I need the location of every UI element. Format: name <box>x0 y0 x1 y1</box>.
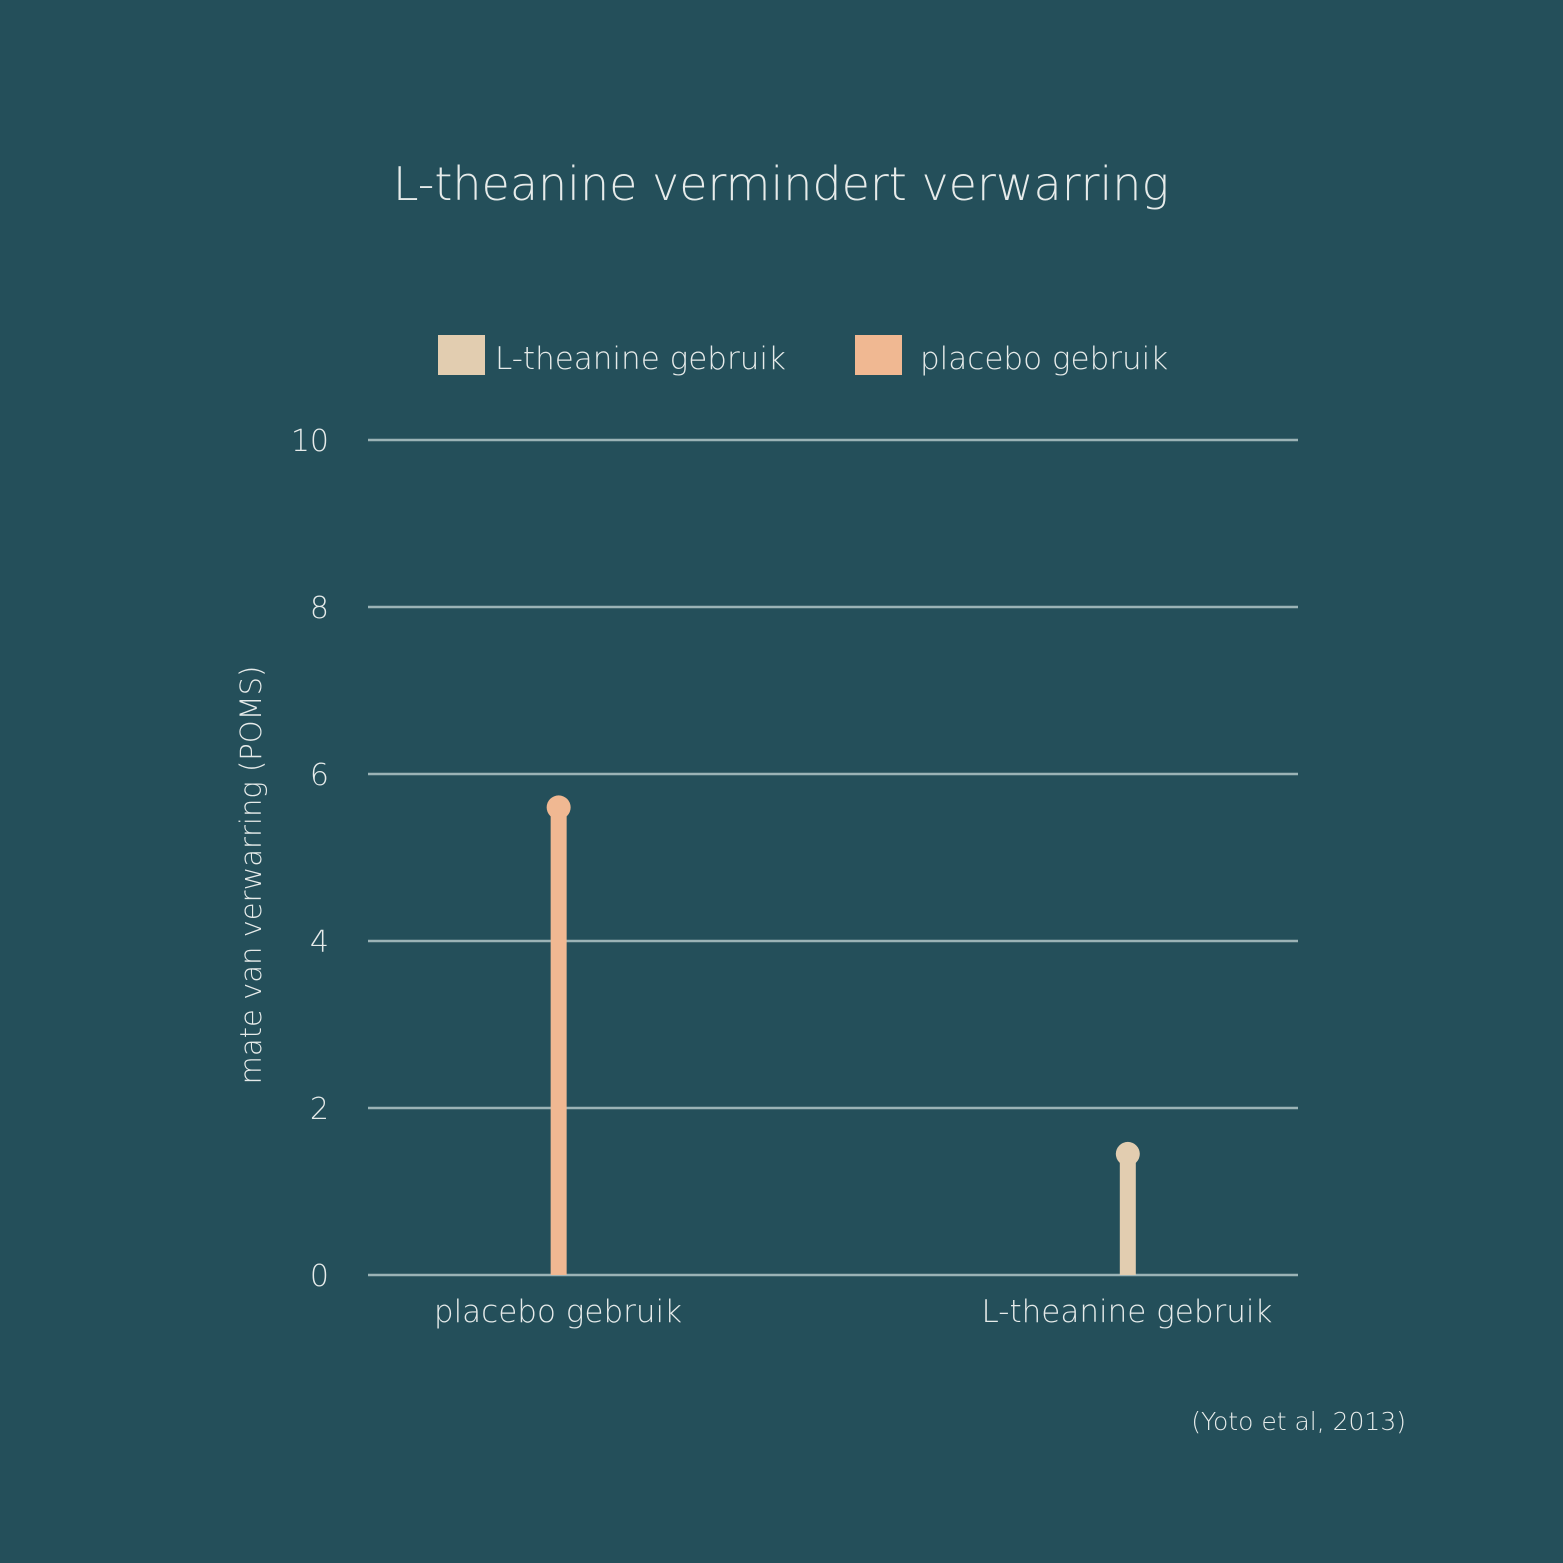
source-citation: (Yoto et al, 2013) <box>1191 1407 1406 1436</box>
bar-dot-l-theanine-gebruik <box>1115 1141 1140 1166</box>
x-tick-label-placebo: placebo gebruik <box>434 1294 682 1330</box>
y-tick-label-2: 2 <box>310 1092 329 1127</box>
chart-title: L-theanine vermindert verwarring <box>393 157 1169 211</box>
y-tick-label-10: 10 <box>291 424 329 459</box>
y-tick-label-6: 6 <box>310 758 329 793</box>
legend: L-theanine gebruik placebo gebruik <box>438 335 1168 377</box>
bar-stem-l-theanine-gebruik <box>1119 1153 1136 1275</box>
y-tick-label-4: 4 <box>310 925 329 960</box>
legend-label-placebo: placebo gebruik <box>920 341 1168 377</box>
y-tick-label-0: 0 <box>310 1259 329 1294</box>
legend-label-l-theanine: L-theanine gebruik <box>495 341 786 377</box>
gridlines <box>368 438 1298 1277</box>
bar-stem-placebo-gebruik <box>550 807 567 1275</box>
y-tick-label-8: 8 <box>310 591 329 626</box>
bar-dot-placebo-gebruik <box>546 795 571 820</box>
legend-swatch-placebo <box>855 335 902 375</box>
y-axis-label: mate van verwarring (POMS) <box>234 666 268 1085</box>
legend-swatch-l-theanine <box>438 335 485 375</box>
x-tick-label-l-theanine: L-theanine gebruik <box>982 1294 1273 1330</box>
bars <box>546 795 1140 1275</box>
y-tick-labels: 0 2 4 6 8 10 <box>291 424 329 1294</box>
